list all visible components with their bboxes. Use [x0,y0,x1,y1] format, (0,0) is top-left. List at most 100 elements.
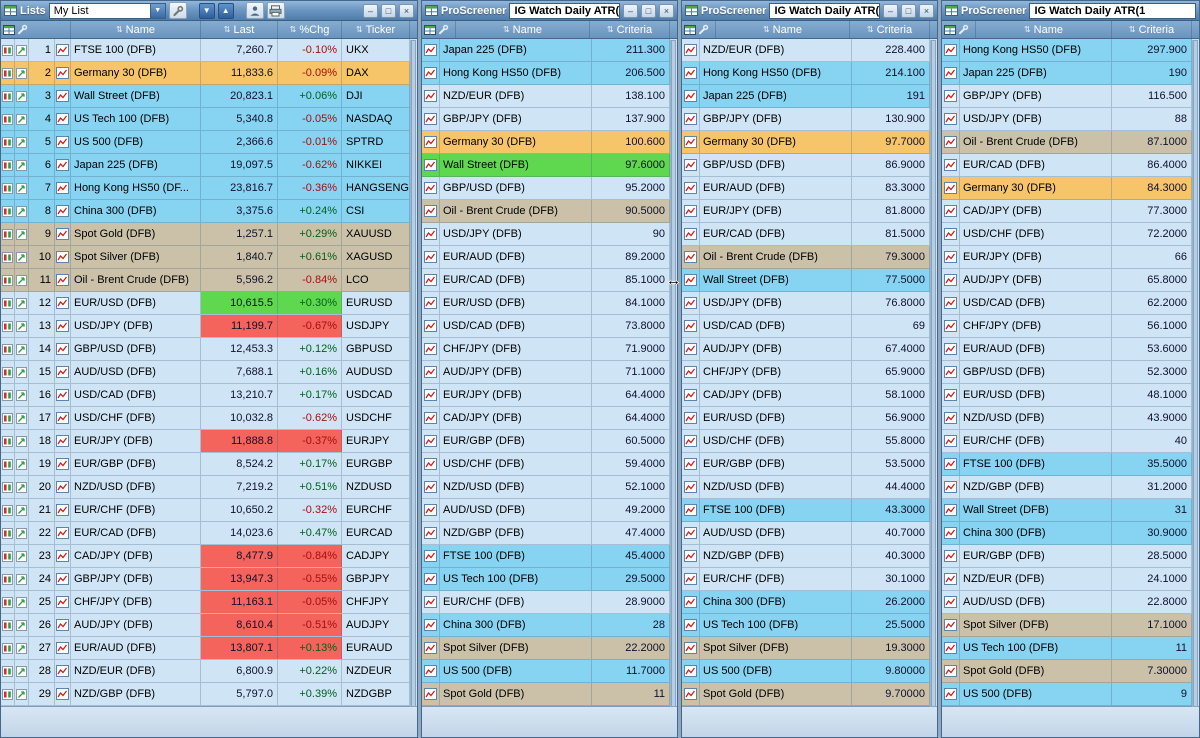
horizontal-scrollbar[interactable] [1,706,417,737]
table-row[interactable]: Germany 30 (DFB) 84.3000 [942,177,1192,200]
table-row[interactable]: 4 US Tech 100 (DFB) 5,340.8 -0.05% NASDAQ [1,108,410,131]
table-row[interactable]: GBP/JPY (DFB) 116.500 [942,85,1192,108]
wrench-icon[interactable] [17,24,28,35]
table-row[interactable]: US Tech 100 (DFB) 29.5000 [422,568,670,591]
table-row[interactable]: AUD/JPY (DFB) 71.1000 [422,361,670,384]
chart-icon[interactable] [55,660,71,682]
table-row[interactable]: USD/CAD (DFB) 73.8000 [422,315,670,338]
alert-icon[interactable] [15,292,29,314]
table-row[interactable]: 27 EUR/AUD (DFB) 13,807.1 +0.13% EURAUD [1,637,410,660]
chart-icon[interactable] [55,683,71,705]
trade-icon[interactable] [1,545,15,567]
table-row[interactable]: 14 GBP/USD (DFB) 12,453.3 +0.12% GBPUSD [1,338,410,361]
close-button[interactable]: × [399,3,414,18]
alert-icon[interactable] [15,407,29,429]
table-row[interactable]: EUR/USD (DFB) 48.1000 [942,384,1192,407]
column-header-ticker[interactable]: ⇅ Ticker [342,21,410,38]
chart-icon[interactable] [682,591,700,613]
alert-icon[interactable] [15,637,29,659]
alert-icon[interactable] [15,591,29,613]
table-row[interactable]: NZD/EUR (DFB) 228.400 [682,39,930,62]
table-row[interactable]: Germany 30 (DFB) 100.600 [422,131,670,154]
table-row[interactable]: US Tech 100 (DFB) 11 [942,637,1192,660]
chart-icon[interactable] [682,223,700,245]
table-row[interactable]: AUD/USD (DFB) 40.7000 [682,522,930,545]
chart-icon[interactable] [942,499,960,521]
chart-icon[interactable] [942,108,960,130]
table-row[interactable]: FTSE 100 (DFB) 45.4000 [422,545,670,568]
table-row[interactable]: 21 EUR/CHF (DFB) 10,650.2 -0.32% EURCHF [1,499,410,522]
screener-titlebar[interactable]: ProScreener IG Watch Daily ATR(5) – □ × [682,1,937,21]
trade-icon[interactable] [1,62,15,84]
table-row[interactable]: 25 CHF/JPY (DFB) 11,163.1 -0.05% CHFJPY [1,591,410,614]
table-row[interactable]: Wall Street (DFB) 31 [942,499,1192,522]
table-row[interactable]: AUD/JPY (DFB) 65.8000 [942,269,1192,292]
list-selector[interactable]: My List ▼ [48,2,166,19]
chart-icon[interactable] [942,39,960,61]
trade-icon[interactable] [1,131,15,153]
chart-icon[interactable] [422,154,440,176]
alert-icon[interactable] [15,177,29,199]
move-down-button[interactable]: ▼ [198,2,215,19]
chart-icon[interactable] [55,614,71,636]
chart-icon[interactable] [942,338,960,360]
minimize-button[interactable]: – [883,3,898,18]
chart-icon[interactable] [55,453,71,475]
maximize-button[interactable]: □ [641,3,656,18]
chart-icon[interactable] [55,39,71,61]
trade-icon[interactable] [1,315,15,337]
trade-icon[interactable] [1,430,15,452]
chart-icon[interactable] [682,85,700,107]
alert-icon[interactable] [15,568,29,590]
trade-icon[interactable] [1,200,15,222]
chart-icon[interactable] [422,407,440,429]
chart-icon[interactable] [55,269,71,291]
chart-icon[interactable] [55,85,71,107]
screener-titlebar[interactable]: ProScreener IG Watch Daily ATR(1 – □ × [942,1,1199,21]
chart-icon[interactable] [422,476,440,498]
alert-icon[interactable] [15,499,29,521]
horizontal-scrollbar[interactable] [422,706,677,737]
table-row[interactable]: FTSE 100 (DFB) 35.5000 [942,453,1192,476]
alert-icon[interactable] [15,614,29,636]
chart-icon[interactable] [422,39,440,61]
column-header-criteria[interactable]: ⇅ Criteria [1112,21,1192,38]
table-row[interactable]: US 500 (DFB) 11.7000 [422,660,670,683]
column-header-name[interactable]: ⇅ Name [976,21,1112,38]
table-row[interactable]: Spot Silver (DFB) 17.1000 [942,614,1192,637]
chart-icon[interactable] [942,269,960,291]
table-row[interactable]: 9 Spot Gold (DFB) 1,257.1 +0.29% XAUUSD [1,223,410,246]
alert-icon[interactable] [15,384,29,406]
chart-icon[interactable] [682,361,700,383]
minimize-button[interactable]: – [363,3,378,18]
table-icon[interactable] [424,24,436,35]
chart-icon[interactable] [422,637,440,659]
chart-icon[interactable] [682,453,700,475]
chart-icon[interactable] [55,62,71,84]
chart-icon[interactable] [55,522,71,544]
table-row[interactable]: 10 Spot Silver (DFB) 1,840.7 +0.61% XAGUSD [1,246,410,269]
chart-icon[interactable] [422,545,440,567]
chart-icon[interactable] [942,85,960,107]
alert-icon[interactable] [15,683,29,705]
table-row[interactable]: 5 US 500 (DFB) 2,366.6 -0.01% SPTRD [1,131,410,154]
scrollbar-thumb[interactable] [931,40,936,707]
minimize-button[interactable]: – [623,3,638,18]
chart-icon[interactable] [422,338,440,360]
table-row[interactable]: 28 NZD/EUR (DFB) 6,800.9 +0.22% NZDEUR [1,660,410,683]
chart-icon[interactable] [682,338,700,360]
trade-icon[interactable] [1,85,15,107]
table-row[interactable]: AUD/JPY (DFB) 67.4000 [682,338,930,361]
chart-icon[interactable] [682,476,700,498]
table-row[interactable]: CAD/JPY (DFB) 58.1000 [682,384,930,407]
table-row[interactable]: EUR/JPY (DFB) 66 [942,246,1192,269]
chart-icon[interactable] [682,384,700,406]
column-header-name[interactable]: ⇅ Name [456,21,590,38]
chart-icon[interactable] [55,361,71,383]
chart-icon[interactable] [942,223,960,245]
chart-icon[interactable] [682,269,700,291]
trade-icon[interactable] [1,660,15,682]
table-row[interactable]: EUR/CHF (DFB) 28.9000 [422,591,670,614]
table-row[interactable]: 11 Oil - Brent Crude (DFB) 5,596.2 -0.84% LC… [1,269,410,292]
chart-icon[interactable] [422,683,440,705]
